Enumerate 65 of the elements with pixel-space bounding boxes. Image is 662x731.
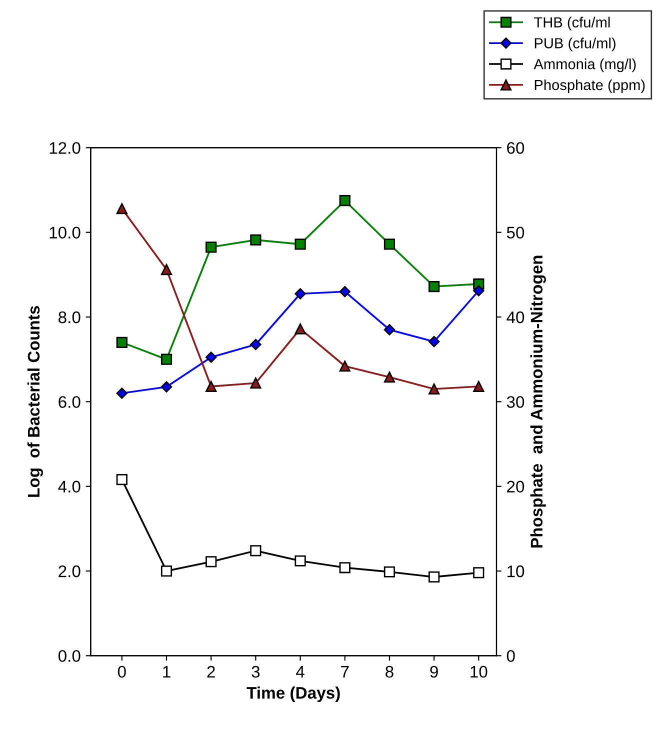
legend-label: Phosphate (ppm) [534,79,645,94]
point [339,562,350,574]
point [384,324,396,336]
y2-tick-label: 40 [506,311,524,324]
point [206,556,217,568]
y-tick-label: 2.0 [58,565,80,578]
point [473,380,484,392]
point [294,323,306,334]
point [250,338,262,350]
legend-label: Ammonia (mg/l) [534,58,636,72]
point [339,360,350,372]
legend-label: PUB (cfu/ml) [534,38,616,52]
point [250,378,262,389]
point [250,234,262,246]
point [160,354,172,365]
y-tick-label: 8.0 [58,311,80,324]
point [116,336,128,348]
point [116,203,128,214]
x-tick-label: 3 [252,666,260,678]
x-tick-label: 1 [163,666,170,678]
point [428,336,440,348]
point [294,288,306,300]
point [473,567,484,578]
point [473,285,484,296]
y2-tick-label: 0 [506,650,515,662]
y-tick-label: 10.0 [50,226,80,239]
point [428,383,440,395]
x-tick-label: 0 [118,666,126,678]
point [160,565,172,577]
point [384,566,396,578]
point [294,238,306,250]
point [428,280,440,292]
point [160,381,172,392]
x-tick-label: 9 [430,666,438,678]
legend-label: THB (cfu/ml [534,16,610,30]
point [294,555,306,566]
y-axis-title: Log of Bacterial Counts [27,306,43,497]
y2-tick-label: 10 [507,565,524,578]
x-tick-label: 8 [386,666,394,678]
y2-tick-label: 60 [507,142,524,154]
point [339,286,350,298]
x-tick-label: 7 [341,666,349,678]
point [428,571,440,583]
point [206,242,217,253]
y2-tick-label: 50 [506,226,524,239]
y-tick-label: 12.0 [50,142,80,154]
point [384,372,396,383]
x-tick-label: 2 [207,666,215,678]
point [250,545,262,556]
x-axis-title: Time (Days) [246,686,340,702]
point [206,380,217,392]
point [116,474,128,486]
point [160,264,172,276]
point [116,388,128,399]
y-tick-label: 6.0 [58,396,80,408]
x-tick-label: 4 [296,666,304,678]
y-tick-label: 0.0 [58,650,80,662]
y2-tick-label: 30 [506,396,524,408]
point [384,238,396,250]
x-tick-label: 10 [470,666,488,678]
point [339,195,350,206]
point [205,352,217,363]
y2-tick-label: 20 [507,480,524,493]
y-tick-label: 4.0 [58,480,80,493]
y2-axis-title: Phosphate and Ammonium-Nitrogen [530,256,546,548]
